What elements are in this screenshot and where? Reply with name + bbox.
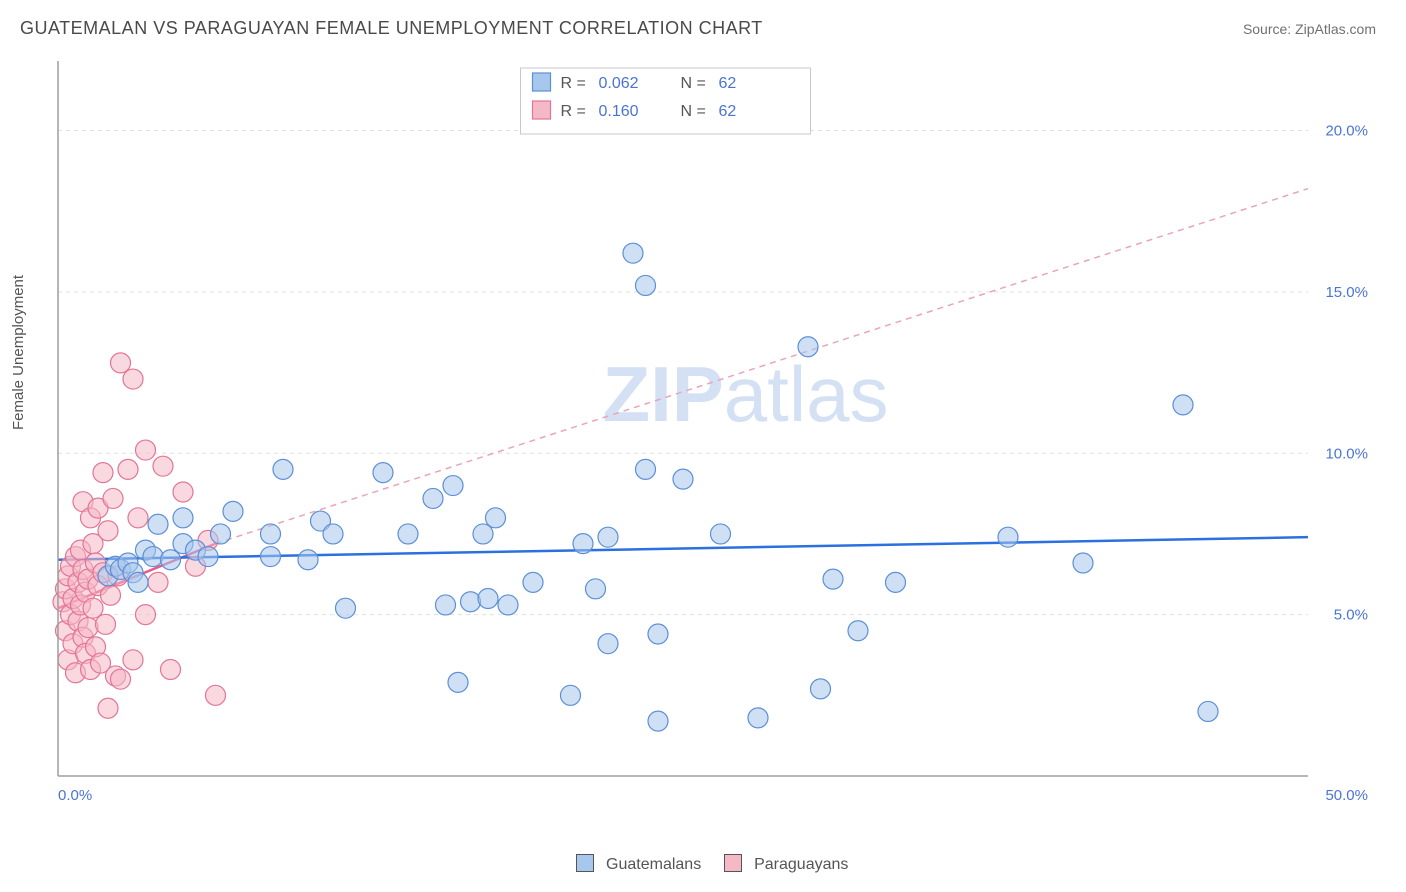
y-tick-label: 10.0% [1325,445,1368,462]
data-point-guatemalans [586,579,606,599]
data-point-paraguayans [161,660,181,680]
stats-legend-swatch [533,73,551,91]
stats-legend-r-label: R = [561,103,586,120]
stats-legend-n-value: 62 [719,75,737,92]
data-point-guatemalans [223,501,243,521]
data-point-guatemalans [298,550,318,570]
data-point-guatemalans [211,524,231,544]
data-point-guatemalans [161,550,181,570]
y-tick-label: 20.0% [1325,123,1368,140]
data-point-guatemalans [623,243,643,263]
data-point-guatemalans [173,508,193,528]
data-point-paraguayans [136,440,156,460]
data-point-paraguayans [78,618,98,638]
data-point-paraguayans [128,508,148,528]
data-point-paraguayans [83,598,103,618]
data-point-guatemalans [478,589,498,609]
data-point-guatemalans [636,275,656,295]
series-legend: Guatemalans Paraguayans [0,854,1406,874]
data-point-guatemalans [598,527,618,547]
data-point-guatemalans [461,592,481,612]
data-point-guatemalans [823,569,843,589]
y-axis-label: Female Unemployment [10,275,27,430]
data-point-guatemalans [1173,395,1193,415]
data-point-paraguayans [136,605,156,625]
data-point-guatemalans [561,685,581,705]
data-point-guatemalans [443,476,463,496]
legend-label-paraguayans: Paraguayans [754,856,848,873]
data-point-guatemalans [648,624,668,644]
data-point-guatemalans [198,547,218,567]
data-point-guatemalans [261,524,281,544]
stats-legend-n-label: N = [681,75,706,92]
data-point-guatemalans [373,463,393,483]
data-point-paraguayans [173,482,193,502]
data-point-paraguayans [103,488,123,508]
stats-legend-swatch [533,101,551,119]
data-point-guatemalans [486,508,506,528]
data-point-guatemalans [998,527,1018,547]
data-point-guatemalans [128,572,148,592]
scatter-chart: 5.0%10.0%15.0%20.0%ZIPatlas0.0%50.0%R = … [48,56,1378,816]
stats-legend-r-label: R = [561,75,586,92]
stats-legend-n-value: 62 [719,103,737,120]
stats-legend-r-value: 0.062 [599,75,639,92]
data-point-guatemalans [636,459,656,479]
data-point-guatemalans [573,534,593,554]
data-point-paraguayans [148,572,168,592]
data-point-guatemalans [398,524,418,544]
trendline-guatemalans [58,537,1308,560]
data-point-paraguayans [118,459,138,479]
x-tick-label-max: 50.0% [1325,787,1368,804]
data-point-guatemalans [648,711,668,731]
data-point-guatemalans [261,547,281,567]
data-point-paraguayans [96,614,116,634]
data-point-paraguayans [153,456,173,476]
trendline-paraguayans-extrapolated [216,189,1309,544]
data-point-guatemalans [1198,701,1218,721]
legend-label-guatemalans: Guatemalans [606,856,701,873]
data-point-guatemalans [148,514,168,534]
data-point-guatemalans [798,337,818,357]
data-point-paraguayans [111,353,131,373]
data-point-paraguayans [93,463,113,483]
source-attribution: Source: ZipAtlas.com [1243,21,1376,37]
data-point-paraguayans [123,369,143,389]
data-point-guatemalans [811,679,831,699]
data-point-guatemalans [748,708,768,728]
data-point-guatemalans [143,547,163,567]
data-point-guatemalans [848,621,868,641]
data-point-guatemalans [423,488,443,508]
data-point-guatemalans [436,595,456,615]
stats-legend-n-label: N = [681,103,706,120]
data-point-guatemalans [673,469,693,489]
data-point-guatemalans [498,595,518,615]
data-point-paraguayans [123,650,143,670]
data-point-guatemalans [323,524,343,544]
data-point-guatemalans [1073,553,1093,573]
data-point-guatemalans [448,672,468,692]
y-tick-label: 15.0% [1325,284,1368,301]
data-point-guatemalans [886,572,906,592]
stats-legend-r-value: 0.160 [599,103,639,120]
data-point-guatemalans [473,524,493,544]
y-tick-label: 5.0% [1334,607,1368,624]
data-point-paraguayans [98,521,118,541]
watermark: ZIPatlas [602,350,888,438]
chart-title: GUATEMALAN VS PARAGUAYAN FEMALE UNEMPLOY… [20,18,763,39]
chart-canvas: 5.0%10.0%15.0%20.0%ZIPatlas0.0%50.0%R = … [48,56,1378,816]
data-point-guatemalans [598,634,618,654]
x-tick-label-min: 0.0% [58,787,92,804]
data-point-paraguayans [206,685,226,705]
data-point-paraguayans [111,669,131,689]
data-point-guatemalans [273,459,293,479]
chart-header: GUATEMALAN VS PARAGUAYAN FEMALE UNEMPLOY… [0,0,1406,47]
data-point-guatemalans [523,572,543,592]
data-point-paraguayans [98,698,118,718]
data-point-guatemalans [336,598,356,618]
data-point-guatemalans [711,524,731,544]
legend-swatch-guatemalans [576,854,594,872]
data-point-paraguayans [101,585,121,605]
legend-swatch-paraguayans [724,854,742,872]
